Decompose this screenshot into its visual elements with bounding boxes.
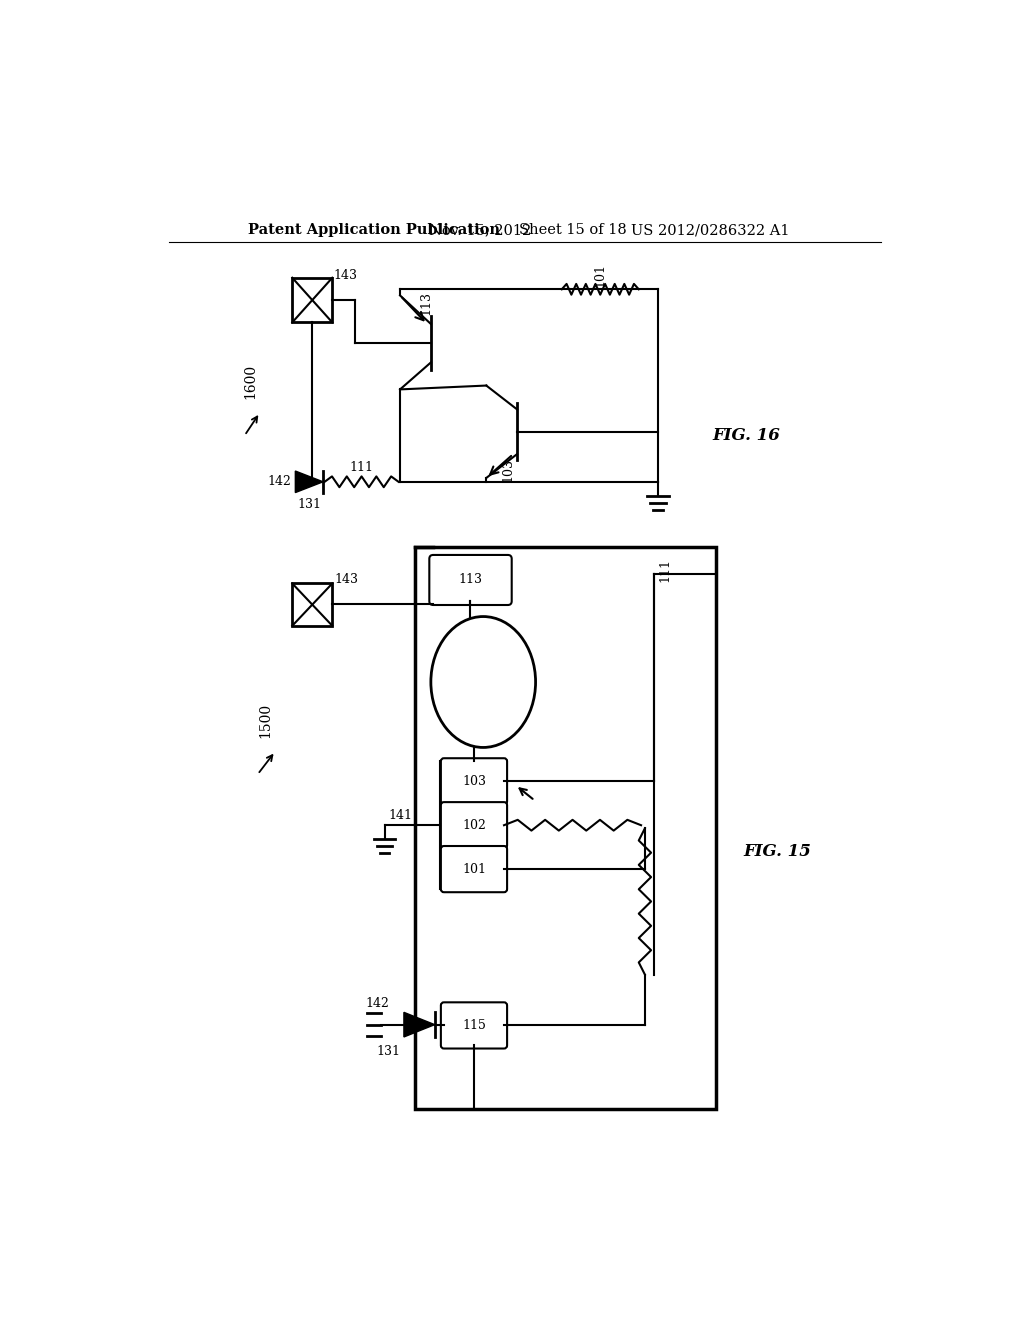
Text: 102: 102 [462,818,486,832]
Text: 101: 101 [462,862,486,875]
Polygon shape [403,1012,435,1038]
Bar [416,548,716,1109]
Text: 111: 111 [349,462,374,474]
Ellipse shape [431,616,536,747]
Text: Patent Application Publication: Patent Application Publication [248,223,500,238]
Text: 101: 101 [594,264,607,288]
Text: 142: 142 [365,997,389,1010]
Text: FIG. 15: FIG. 15 [743,843,811,859]
Bar [292,277,333,322]
Text: Nov. 15, 2012: Nov. 15, 2012 [429,223,531,238]
Text: 113: 113 [458,573,482,586]
Text: 142: 142 [267,475,292,488]
Text: 131: 131 [297,499,322,511]
Text: 103: 103 [502,458,515,482]
Text: 141: 141 [388,809,413,822]
Text: US 2012/0286322 A1: US 2012/0286322 A1 [631,223,790,238]
FancyBboxPatch shape [429,554,512,605]
FancyBboxPatch shape [441,803,507,849]
FancyBboxPatch shape [441,846,507,892]
Text: 131: 131 [377,1045,400,1059]
Text: 143: 143 [334,269,357,282]
Text: Sheet 15 of 18: Sheet 15 of 18 [519,223,627,238]
Text: FIG. 16: FIG. 16 [713,428,780,444]
FancyBboxPatch shape [441,1002,507,1048]
Text: 115: 115 [462,1019,486,1032]
Text: 143: 143 [335,573,358,586]
Text: 111: 111 [658,558,671,582]
Bar [292,583,333,626]
Text: 1600: 1600 [243,364,257,399]
Text: 1500: 1500 [258,704,272,738]
FancyBboxPatch shape [441,758,507,804]
Text: 113: 113 [419,292,432,315]
Text: 103: 103 [462,775,486,788]
Polygon shape [295,471,323,492]
